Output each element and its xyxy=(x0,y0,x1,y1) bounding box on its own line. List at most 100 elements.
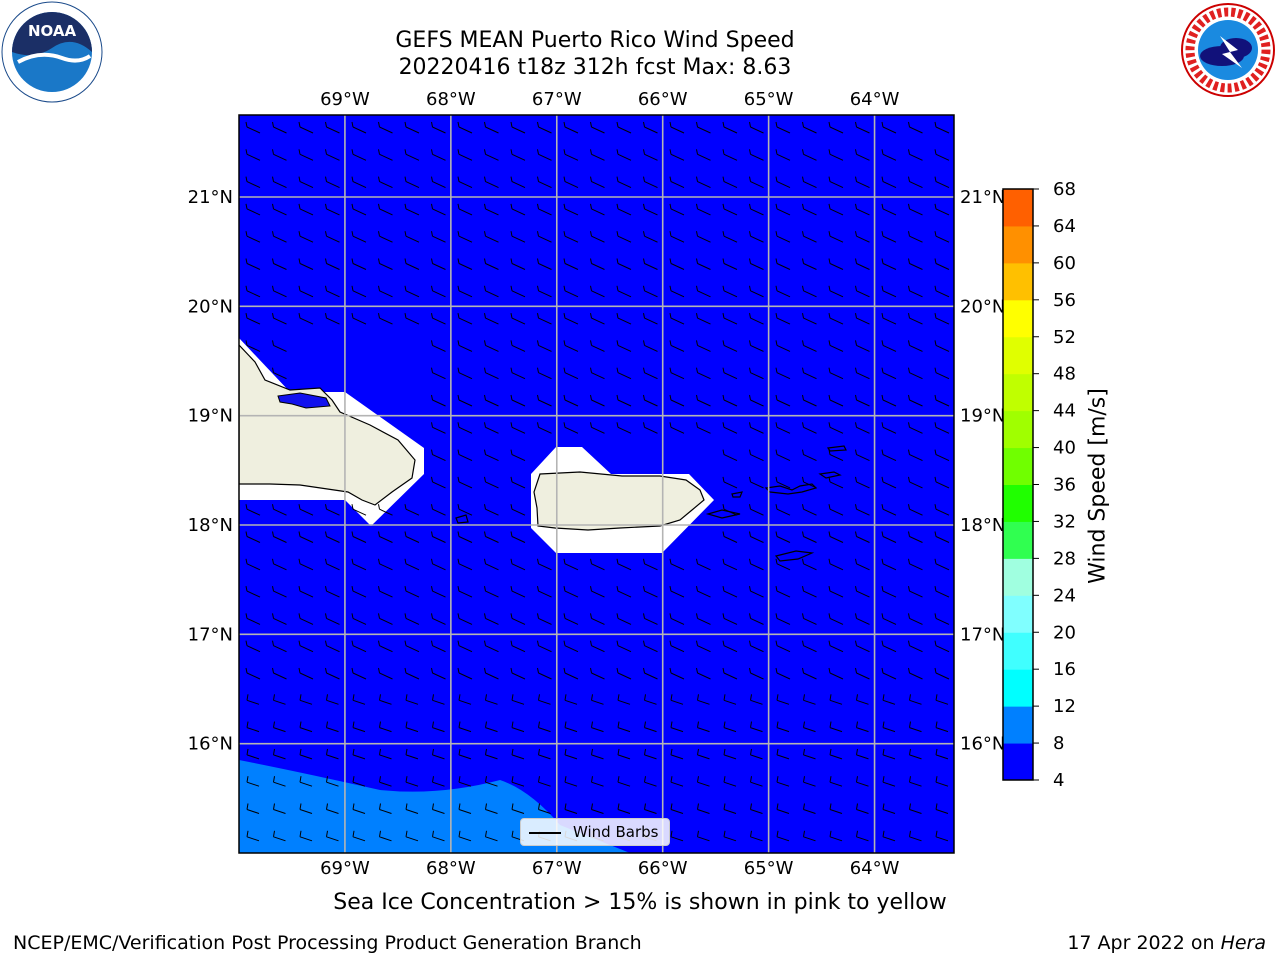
wind-barb xyxy=(802,285,817,298)
wind-barb xyxy=(404,176,420,189)
wind-barb xyxy=(828,203,844,216)
wind-barb xyxy=(590,176,605,189)
chart-title: GEFS MEAN Puerto Rico Wind Speed xyxy=(395,28,795,53)
wind-barb xyxy=(882,694,896,705)
wind-barb xyxy=(404,285,420,298)
wind-barb xyxy=(881,640,897,653)
lon-label-top: 69°W xyxy=(320,89,370,110)
wind-barb xyxy=(908,422,923,434)
wind-barb xyxy=(775,394,791,407)
wind-barb xyxy=(697,803,710,814)
wind-barb xyxy=(431,422,446,434)
wind-barb xyxy=(643,340,658,352)
wind-barb xyxy=(431,176,446,189)
wind-barb xyxy=(643,121,658,134)
wind-barb xyxy=(484,667,499,680)
wind-barb xyxy=(563,285,579,298)
wind-barb xyxy=(856,694,869,705)
wind-barb xyxy=(590,367,605,380)
wind-barb xyxy=(775,504,791,516)
wind-barb xyxy=(669,231,685,243)
wind-barb xyxy=(856,803,869,814)
lat-label-left: 18°N xyxy=(188,515,233,536)
wind-barb xyxy=(538,721,551,733)
wind-barb xyxy=(616,613,632,625)
wind-barb xyxy=(908,558,923,571)
wind-barb xyxy=(405,721,419,733)
wind-barb xyxy=(829,803,843,814)
lat-label-left: 20°N xyxy=(188,296,233,317)
wind-barb xyxy=(379,694,392,705)
colorbar-segment xyxy=(1003,743,1033,781)
wind-barb xyxy=(378,176,393,189)
colorbar-tick-label: 24 xyxy=(1053,585,1076,606)
wind-barb xyxy=(458,803,472,814)
wind-barb xyxy=(564,748,578,760)
wind-barb xyxy=(749,613,764,625)
lon-label-bottom: 65°W xyxy=(744,858,794,879)
wind-barb xyxy=(935,721,949,733)
wind-barb xyxy=(909,830,922,842)
wind-barb xyxy=(855,667,870,680)
wind-barb xyxy=(351,258,367,270)
colorbar-tick-label: 40 xyxy=(1053,438,1076,459)
wind-barb xyxy=(246,748,260,760)
wind-barb xyxy=(881,667,897,680)
lon-label-bottom: 69°W xyxy=(320,858,370,879)
wind-barb xyxy=(750,694,763,705)
wind-barb xyxy=(934,176,950,189)
wind-barb xyxy=(908,285,923,298)
wind-barb xyxy=(245,258,261,270)
wind-barb xyxy=(510,586,526,598)
wind-barb xyxy=(828,504,844,516)
wind-barb xyxy=(378,531,393,543)
wind-barb xyxy=(351,313,367,325)
wind-barb xyxy=(272,613,287,625)
wind-barb xyxy=(855,285,870,298)
wind-barb xyxy=(510,367,526,380)
wind-barb xyxy=(325,149,340,161)
wind-barb xyxy=(881,203,897,216)
wind-barb xyxy=(643,640,658,653)
wind-barb xyxy=(934,613,950,625)
wind-barb xyxy=(722,231,738,243)
wind-barb xyxy=(325,558,340,571)
wind-barb xyxy=(828,176,844,189)
wind-barb xyxy=(855,394,870,407)
wind-barb xyxy=(537,422,552,434)
wind-barb xyxy=(272,285,287,298)
wind-barb xyxy=(484,285,499,298)
wind-barb xyxy=(828,313,844,325)
wind-barb xyxy=(484,121,499,134)
wind-barb xyxy=(299,776,313,787)
wind-barb xyxy=(775,121,791,134)
wind-barb xyxy=(404,558,420,571)
wind-barb xyxy=(722,667,738,680)
wind-barb xyxy=(563,613,579,625)
wind-barb xyxy=(908,586,923,598)
wind-barb xyxy=(378,231,393,243)
wind-barb xyxy=(723,830,737,842)
wind-barb xyxy=(510,121,526,134)
wind-barb xyxy=(537,586,552,598)
wind-barb xyxy=(802,613,817,625)
wind-barb xyxy=(431,285,446,298)
wind-barb xyxy=(935,748,949,760)
wind-barb xyxy=(723,694,737,705)
wind-barb xyxy=(722,449,738,462)
wind-barb xyxy=(563,149,579,161)
wind-barb xyxy=(669,285,685,298)
wind-barb xyxy=(325,203,340,216)
wind-barb xyxy=(696,121,711,134)
wind-barb xyxy=(669,394,685,407)
wind-barb xyxy=(537,640,552,653)
wind-barb xyxy=(404,613,420,625)
wind-barb xyxy=(351,203,367,216)
lon-label-top: 66°W xyxy=(638,89,688,110)
wind-barb xyxy=(934,313,950,325)
wind-barb xyxy=(643,422,658,434)
wind-barb xyxy=(563,258,579,270)
wind-barb xyxy=(643,285,658,298)
wind-barb xyxy=(643,586,658,598)
wind-barb xyxy=(379,830,392,842)
